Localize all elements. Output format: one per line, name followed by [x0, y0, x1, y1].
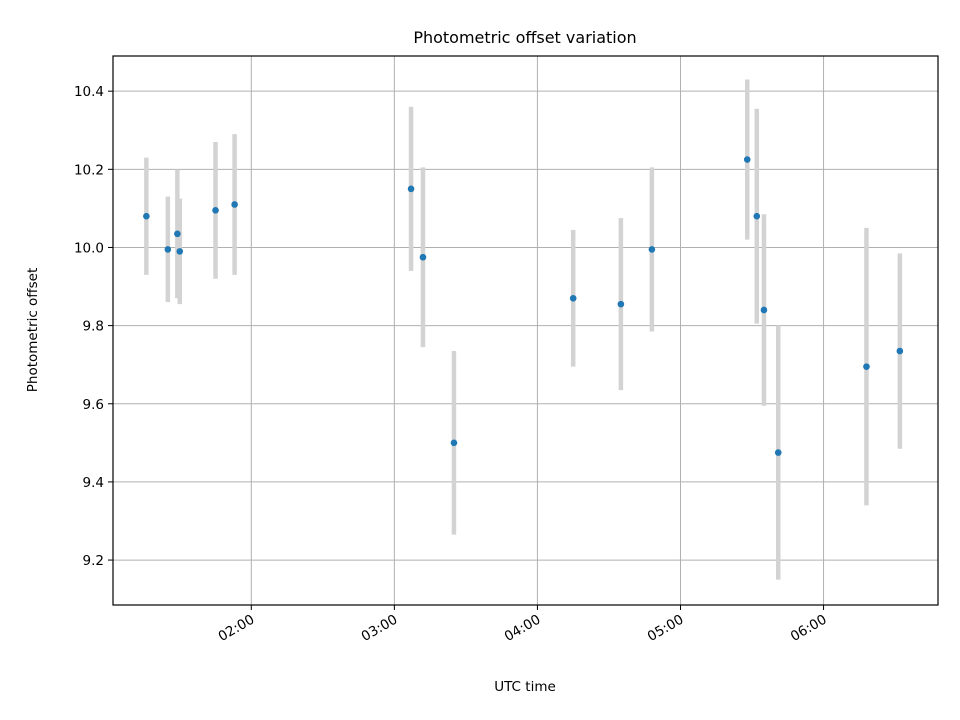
- y-axis-label: Photometric offset: [25, 268, 41, 392]
- y-tick-label: 9.2: [83, 553, 104, 569]
- data-point: [176, 248, 184, 255]
- y-tick-label: 9.8: [83, 319, 104, 335]
- data-points: [143, 156, 904, 456]
- x-axis-label: UTC time: [494, 679, 556, 695]
- data-point: [174, 230, 181, 238]
- grid: [113, 56, 938, 605]
- y-tick-label: 10.4: [74, 84, 104, 100]
- data-point: [896, 347, 904, 355]
- data-point: [743, 156, 751, 163]
- y-axis-ticks: 9.2 9.4 9.6 9.8 10.0 10.2 10.4: [74, 84, 113, 569]
- y-tick-label: 9.4: [83, 475, 104, 491]
- y-tick-label: 10.2: [74, 162, 104, 178]
- data-point: [450, 439, 458, 447]
- data-point: [617, 300, 625, 308]
- plot-area-frame: [112, 55, 939, 606]
- data-point: [648, 246, 656, 253]
- data-point: [863, 363, 870, 370]
- data-point: [143, 212, 150, 220]
- data-point: [760, 306, 768, 314]
- data-point: [419, 253, 427, 261]
- data-point: [212, 207, 219, 214]
- data-point: [164, 246, 172, 253]
- y-tick-label: 10.0: [74, 240, 104, 256]
- data-point: [231, 201, 238, 208]
- data-point: [407, 185, 415, 193]
- chart-title: Photometric offset variation: [413, 28, 636, 47]
- data-point: [569, 294, 577, 302]
- data-point: [774, 449, 782, 456]
- y-tick-label: 9.6: [83, 397, 104, 413]
- data-point: [753, 212, 761, 220]
